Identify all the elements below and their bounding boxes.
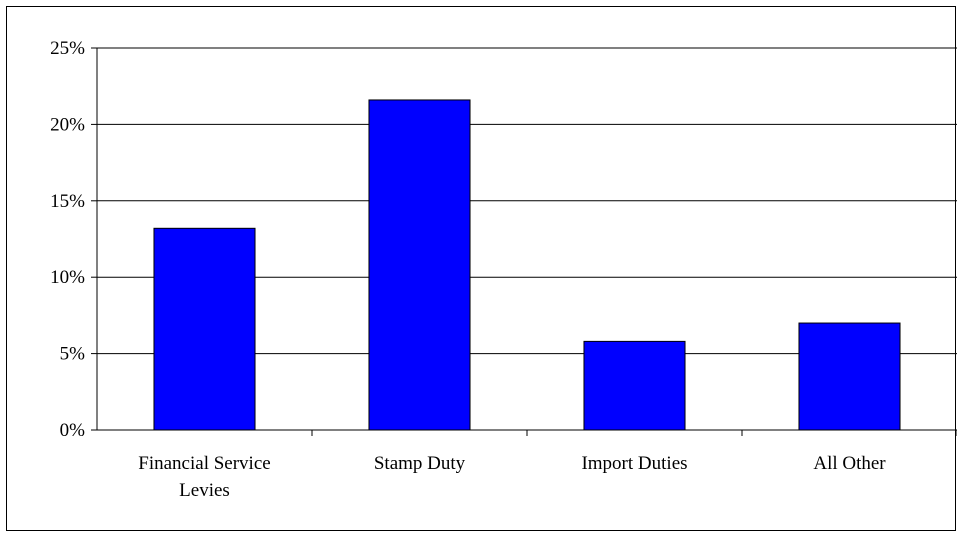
x-tick-label-line: Stamp Duty [374,453,466,474]
y-tick-label: 20% [50,114,85,135]
x-tick-label-line: Levies [179,480,230,501]
axes [91,47,957,436]
bars [153,99,901,431]
labels: 0% 5% 10% 15% 20% 25% Financial Service Levies S… [50,38,886,501]
x-tick-label-line: All Other [813,453,886,474]
y-tick-label: 25% [50,38,85,59]
bar [368,99,471,431]
bar-chart: 0% 5% 10% 15% 20% 25% Financial Service Levies S… [50,38,957,501]
bar [153,227,256,431]
x-tick-label: Financial Service Levies [138,453,270,501]
bar [798,322,901,431]
x-tick-label-line: Import Duties [581,453,687,474]
chart-frame: 0% 5% 10% 15% 20% 25% Financial Service Levies S… [6,6,957,531]
y-tick-label: 15% [50,191,85,212]
x-tick-label: All Other [813,453,886,474]
y-tick-label: 10% [50,267,85,288]
bar [583,340,686,431]
x-tick-label: Stamp Duty [374,453,466,474]
x-tick-label-line: Financial Service [138,453,270,474]
x-tick-label: Import Duties [581,453,687,474]
y-tick-label: 5% [60,344,86,365]
y-tick-label: 0% [60,420,86,441]
